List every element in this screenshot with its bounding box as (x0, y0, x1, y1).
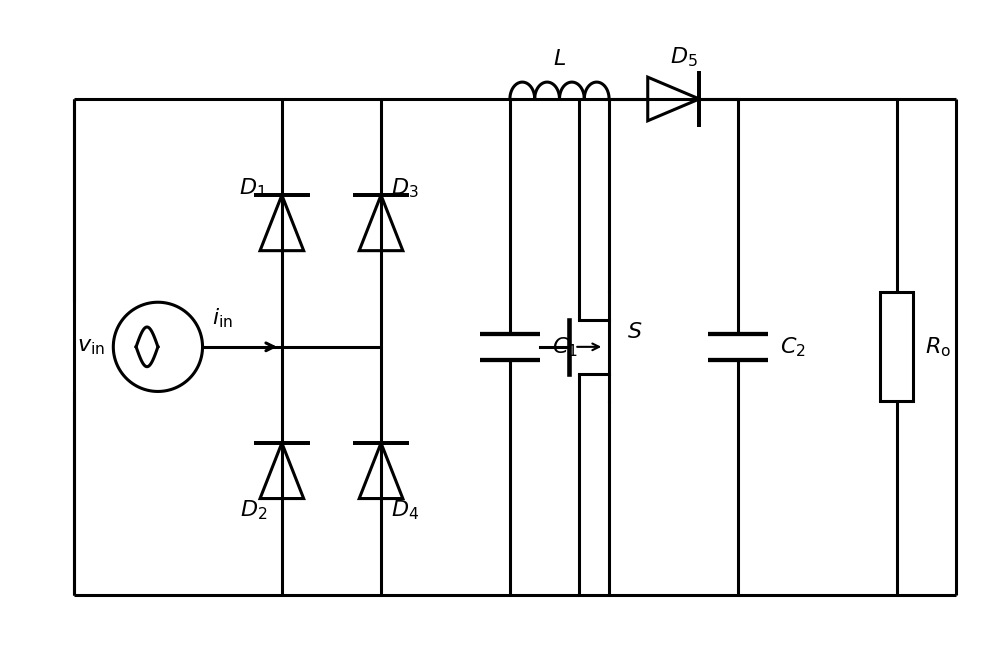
Text: $D_5$: $D_5$ (670, 45, 697, 69)
Text: $L$: $L$ (553, 49, 566, 69)
Text: $D_1$: $D_1$ (239, 176, 267, 200)
Text: $C_1$: $C_1$ (552, 335, 577, 359)
Text: $D_4$: $D_4$ (391, 499, 419, 522)
Text: $i_{\mathrm{in}}$: $i_{\mathrm{in}}$ (212, 306, 233, 330)
Bar (880, 292, 913, 401)
Text: $R_{\mathrm{o}}$: $R_{\mathrm{o}}$ (925, 335, 951, 359)
Text: $D_2$: $D_2$ (240, 499, 267, 522)
Text: $S$: $S$ (627, 322, 642, 342)
Text: $C_2$: $C_2$ (780, 335, 805, 359)
Text: $v_{\mathrm{in}}$: $v_{\mathrm{in}}$ (77, 337, 105, 357)
Text: $D_3$: $D_3$ (391, 176, 419, 200)
